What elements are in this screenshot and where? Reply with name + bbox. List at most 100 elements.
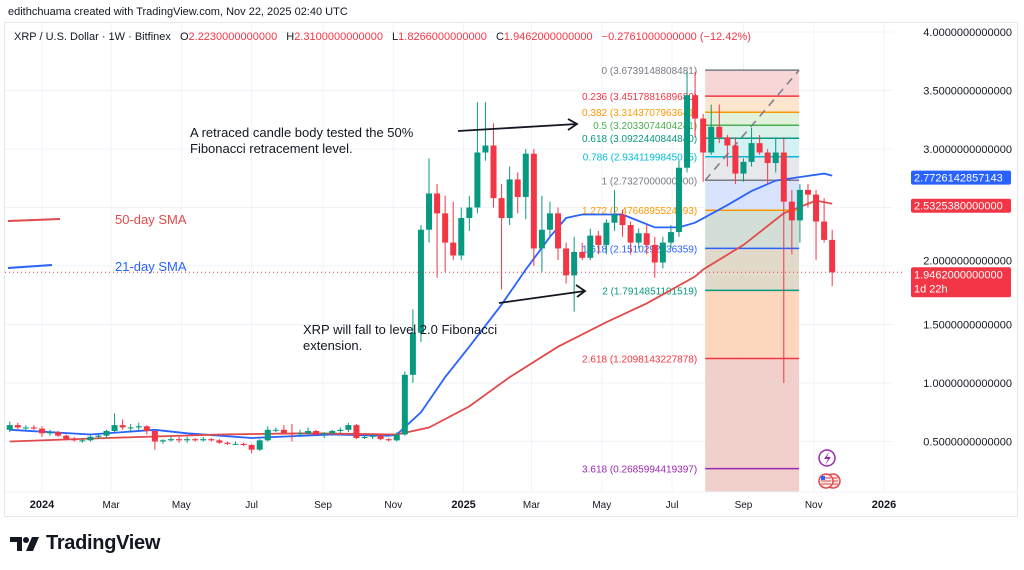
candle-down [151,430,158,442]
candle-up [748,143,755,162]
candle-up [95,435,102,437]
price-axis-badge-value: 1.9462000000000 [914,269,1003,281]
candle-up [611,214,618,223]
candle-down [724,137,731,146]
price-axis-badge [911,267,1011,298]
open-value: 2.2230000000000 [188,31,278,43]
lightning-event-icon[interactable] [818,449,836,467]
time-axis-label: 2025 [451,499,475,511]
fib-level-label: 1 (2.7327000000000) [602,176,698,187]
candle-down [442,213,449,243]
open-label: O [179,31,189,43]
close-label: C [495,31,504,43]
candle-up [603,222,610,245]
tradingview-wordmark: TradingView [46,532,161,554]
candle-up [272,429,279,431]
candle-down [514,179,521,197]
candle-up [538,229,545,249]
close-value: 1.9462000000000 [503,31,593,43]
candle-up [168,439,175,441]
fib-trend-line [704,69,800,181]
candle-up [740,161,747,174]
symbol-info[interactable]: XRP / U.S. Dollar · 1W · Bitfinex [14,31,171,43]
candle-down [30,427,37,429]
candle-down [71,439,78,441]
annotation-text: A retraced candle body tested the 50% [190,125,414,140]
high-label: H [286,31,295,43]
fib-level-label: 0 (3.6739148808481) [602,66,698,77]
candle-up [111,425,118,431]
fib-level-label: 0.382 (3.3143707963641) [582,108,697,119]
candle-up [667,232,674,243]
candle-down [829,239,836,273]
candle-up [417,229,424,333]
fib-band [705,468,800,492]
price-axis-badge [911,198,1011,213]
time-axis-label: Mar [523,500,541,511]
price-axis-badge-value: 2.7726142857143 [914,173,1003,185]
tradingview-logo[interactable]: TradingView [10,532,160,555]
candle-up [256,440,263,450]
low-label: L [392,31,399,43]
candle-down [248,445,255,450]
candle-down [651,244,658,263]
candle-down [732,145,739,174]
candle-up [103,430,110,436]
time-axis-label: Mar [102,500,120,511]
change-value: −0.2761000000000 (−12.42%) [601,31,751,43]
candle-up [127,427,134,429]
candle-down [530,153,537,249]
candle-up [587,235,594,258]
candle-up [571,251,578,276]
us-flag-economic-event-icon[interactable] [818,473,841,489]
candle-down [692,95,699,119]
price-axis-label: 1.0000000000000 [923,378,1012,390]
candle-down [619,214,626,226]
candle-up [361,436,368,438]
candle-up [337,429,344,431]
candle-down [288,433,295,435]
candle-up [796,189,803,221]
sma50-legend-line [7,218,61,222]
candle-up [79,440,86,442]
candle-down [216,440,223,443]
chart-frame [4,22,1018,517]
time-axis-label: May [592,500,611,511]
time-axis-label: Sep [314,500,332,511]
candle-up [506,179,513,219]
fib-level-label: 1.618 (2.1510292036359) [582,244,697,255]
candle-down [240,443,247,446]
fib-band [705,358,800,469]
fib-band [705,210,800,249]
candle-up [458,218,465,256]
candle-down [555,213,562,249]
fib-level-label: 0.786 (2.9341199845015) [583,153,697,164]
candle-down [498,198,505,219]
time-axis-label: Jul [245,500,258,511]
fib-level-label: 0.236 (3.4517881689680) [582,92,697,103]
fib-level-label: 1.272 (2.4766895524093) [582,206,697,217]
sma50-legend-label: 50-day SMA [115,212,187,227]
candle-up [474,152,481,208]
candle-down [579,251,586,258]
candle-up [135,426,142,428]
candle-down [780,152,787,202]
candle-up [87,436,94,441]
candle-up [321,433,328,435]
candle-up [264,429,271,441]
candle-up [22,427,29,429]
annotation-arrow [457,118,579,132]
fib-level-label: 3.618 (0.2685994419397) [582,465,697,476]
annotation-arrow [498,284,587,304]
price-axis-badge [911,170,1011,185]
candle-down [280,429,287,434]
candle-up [426,193,433,230]
candle-down [764,152,771,164]
candle-down [39,428,45,434]
candle-up [409,332,416,375]
candle-down [821,221,828,240]
candle-down [627,225,634,243]
candle-down [813,194,820,222]
tradingview-logo-icon [10,536,39,551]
